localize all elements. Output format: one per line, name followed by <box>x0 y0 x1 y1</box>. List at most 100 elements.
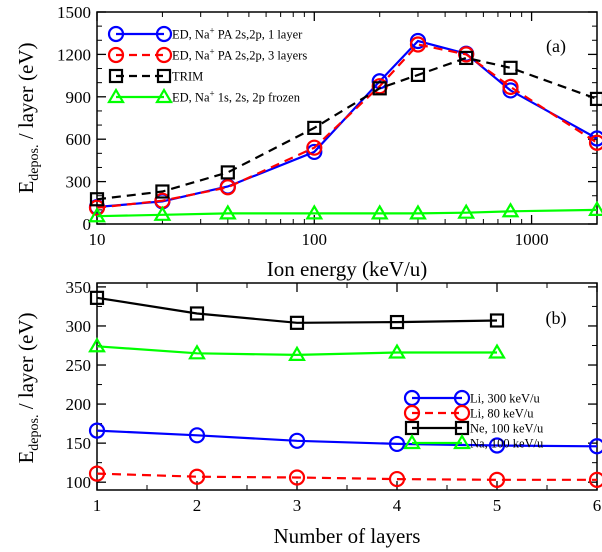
legend-marker <box>403 404 421 422</box>
y-axis-label: Edepos. / layer (eV) <box>14 312 42 463</box>
data-point <box>188 427 206 444</box>
data-point <box>501 202 520 218</box>
y-tick-label: 0 <box>83 215 92 234</box>
legend-label: Li, 80 keV/u <box>470 407 534 421</box>
data-point <box>153 205 172 221</box>
series-line <box>96 345 497 357</box>
data-point <box>220 165 235 180</box>
data-point <box>388 435 406 453</box>
series-line <box>96 429 598 448</box>
y-tick-label: 600 <box>66 130 92 149</box>
x-tick-label: 6 <box>593 496 602 515</box>
series-0 <box>88 422 602 455</box>
data-point <box>589 91 602 107</box>
data-point <box>188 344 206 360</box>
chart-panel-b: 100 150 200 250 300 350 1 2 3 4 5 6 Li, 300 keV/uLi,… <box>14 278 602 548</box>
legend: Li, 300 keV/uLi, 80 keV/uNe, 100 keV/uNa… <box>403 389 544 451</box>
legend-label: TRIM <box>172 70 203 84</box>
data-point <box>288 469 306 486</box>
data-point <box>409 204 427 220</box>
y-tick-label: 250 <box>66 356 92 375</box>
data-point <box>305 204 324 220</box>
y-tick-label: 1200 <box>57 45 91 64</box>
x-tick-label: 10 <box>89 230 106 249</box>
chart-panel-a: 0 300 600 900 1200 1500 10 100 1000 ED, Na+ PA 2s… <box>14 3 602 281</box>
legend-marker <box>107 87 125 104</box>
legend-marker <box>107 46 125 64</box>
data-point <box>588 200 602 216</box>
legend: ED, Na+ PA 2s,2p, 1 layer ED, Na+ PA 2s,2… <box>107 25 307 105</box>
data-point <box>189 306 205 321</box>
data-point <box>388 343 406 359</box>
legend-marker <box>453 433 471 450</box>
y-tick-label: 1500 <box>57 3 91 22</box>
plot-frame <box>96 282 598 491</box>
legend-marker <box>453 404 471 422</box>
data-point <box>306 139 323 156</box>
data-point <box>459 50 474 66</box>
data-point <box>372 81 387 96</box>
data-point <box>218 204 237 220</box>
data-point <box>410 67 426 82</box>
data-point <box>502 78 519 96</box>
series-1 <box>88 36 602 216</box>
panel-label: (b) <box>546 308 567 329</box>
series-line <box>96 39 598 209</box>
legend-label: ED, Na+ PA 2s,2p, 3 layers <box>172 47 307 63</box>
series-3 <box>88 200 602 223</box>
data-point <box>488 343 506 359</box>
x-axis-label: Number of layers <box>274 524 421 548</box>
legend-marker <box>403 433 421 450</box>
data-point <box>488 437 506 454</box>
x-axis-label: Ion energy (keV/u) <box>267 257 428 281</box>
series-2 <box>89 50 602 207</box>
series-line <box>96 208 598 218</box>
series-line <box>96 56 598 201</box>
legend-label: ED, Na+ 1s, 2s, 2p frozen <box>172 89 301 105</box>
y-tick-label: 200 <box>66 395 92 414</box>
plot-frame <box>96 11 598 225</box>
y-tick-label: 150 <box>66 434 92 453</box>
series-3 <box>88 337 506 361</box>
x-tick-label: 1000 <box>515 230 549 249</box>
data-point <box>370 204 389 220</box>
data-point <box>88 422 106 439</box>
data-point <box>88 337 106 353</box>
x-tick-label: 5 <box>493 496 502 515</box>
data-point <box>89 192 105 207</box>
y-axis-label: Edepos. / layer (eV) <box>14 42 42 193</box>
data-point <box>457 203 476 219</box>
legend-marker <box>107 25 125 43</box>
x-tick-label: 4 <box>393 496 402 515</box>
data-point <box>588 471 602 488</box>
legend-marker <box>155 25 173 43</box>
data-point <box>389 314 405 330</box>
data-point <box>588 438 602 455</box>
data-point <box>89 290 105 305</box>
legend-marker <box>156 68 172 84</box>
data-point <box>188 468 206 485</box>
data-point <box>88 207 106 223</box>
data-point <box>588 134 602 151</box>
series-2 <box>89 290 505 330</box>
series-line <box>96 472 597 481</box>
data-point <box>488 471 506 488</box>
data-point <box>88 199 106 216</box>
legend-marker <box>108 68 124 84</box>
data-point <box>409 36 427 53</box>
x-tick-label: 1 <box>93 496 102 515</box>
data-point <box>489 313 505 328</box>
data-point <box>289 315 305 330</box>
data-point <box>288 432 306 449</box>
legend-label: Li, 300 keV/u <box>470 392 541 406</box>
series-line <box>96 296 498 324</box>
legend-label: Na, 100 keV/u <box>470 437 544 451</box>
data-point <box>503 60 518 75</box>
y-tick-label: 900 <box>66 88 92 107</box>
y-tick-label: 300 <box>66 317 92 336</box>
data-point <box>155 184 170 199</box>
y-tick-label: 100 <box>66 473 92 492</box>
x-tick-label: 2 <box>193 496 202 515</box>
data-point <box>306 143 323 161</box>
